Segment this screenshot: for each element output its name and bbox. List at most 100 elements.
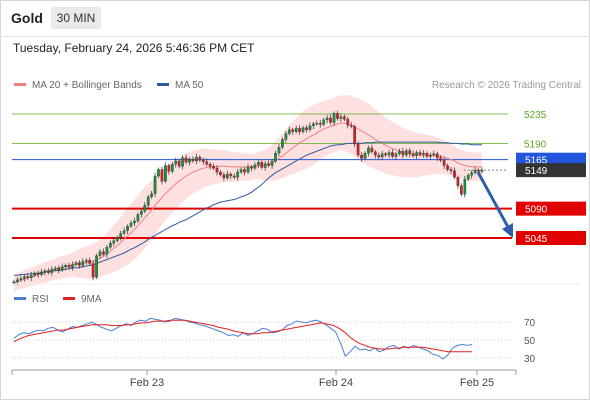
legend-rsi-label: RSI — [32, 294, 49, 305]
rsi-series-9MA — [13, 319, 472, 353]
candle-body — [253, 164, 257, 169]
candle-body — [119, 233, 123, 238]
level-tag-5090 — [516, 201, 586, 216]
level-tag-5149 — [516, 163, 586, 178]
candle-body — [243, 169, 246, 173]
timeframe-button[interactable]: 30 MIN — [51, 7, 101, 29]
candle-body — [177, 160, 181, 167]
candle-body — [411, 153, 415, 156]
candle-body — [164, 165, 167, 182]
level-label-5090: 5090 — [525, 205, 548, 216]
candle-body — [363, 153, 367, 159]
candle-body — [16, 279, 19, 282]
candle-body — [184, 157, 188, 163]
candle-body — [439, 157, 443, 161]
candle-body — [349, 124, 353, 127]
candle-body — [143, 205, 147, 212]
candle-body — [380, 153, 384, 158]
candle-body — [81, 261, 85, 266]
candle-body — [36, 273, 40, 275]
candle-body — [367, 147, 370, 154]
candle-body — [274, 153, 277, 162]
candle-body — [312, 123, 315, 126]
candle-body — [415, 152, 418, 156]
candle-body — [26, 276, 30, 278]
candle-body — [160, 169, 164, 182]
x-tick-label: Feb 25 — [460, 377, 494, 389]
candle-body — [284, 133, 288, 140]
candle-body — [236, 171, 240, 178]
candle-body — [153, 175, 157, 194]
level-label-5190: 5190 — [524, 139, 547, 150]
candle-body — [453, 170, 456, 178]
candle-body — [398, 151, 401, 154]
candle-body — [456, 177, 460, 186]
asset-title: Gold — [11, 10, 43, 26]
candle-body — [195, 156, 198, 162]
candle-body — [232, 175, 236, 178]
legend-ma20: MA 20 + Bollinger Bands — [14, 80, 142, 91]
candle-body — [136, 214, 140, 222]
candle-body — [394, 153, 398, 157]
candle-body — [22, 276, 26, 279]
chart-header: Gold 30 MIN — [0, 0, 590, 37]
candle-body — [473, 169, 477, 173]
candle-body — [322, 119, 326, 125]
legend-ma20-label: MA 20 + Bollinger Bands — [32, 80, 142, 91]
candle-body — [98, 251, 102, 256]
candle-body — [356, 143, 360, 156]
candle-body — [298, 128, 301, 132]
candle-body — [57, 267, 61, 271]
candle-body — [329, 117, 332, 123]
candle-body — [373, 151, 377, 156]
level-label-5149: 5149 — [525, 166, 548, 177]
legend-9ma: 9MA — [63, 294, 102, 305]
candle-body — [332, 113, 336, 123]
level-label-5165: 5165 — [525, 156, 548, 167]
candle-body — [133, 220, 136, 224]
candle-body — [435, 153, 439, 158]
candle-body — [33, 273, 36, 276]
candle-body — [370, 147, 374, 153]
candle-body — [201, 160, 205, 162]
candle-body — [205, 161, 209, 165]
candle-body — [112, 240, 116, 244]
candle-body — [294, 128, 298, 132]
candle-body — [391, 152, 394, 157]
candle-body — [139, 211, 143, 215]
candle-body — [263, 163, 267, 168]
candle-body — [29, 275, 33, 278]
candle-body — [126, 226, 129, 231]
chart-datetime: Tuesday, February 24, 2026 5:46:36 PM CE… — [13, 41, 255, 55]
candle-body — [40, 271, 43, 275]
candle-body — [122, 230, 126, 234]
candle-body — [170, 164, 174, 172]
candle-body — [226, 173, 229, 179]
candle-body — [346, 119, 350, 126]
candle-body — [291, 129, 295, 132]
rsi-tick-50: 50 — [524, 336, 536, 347]
candle-body — [256, 162, 260, 166]
candle-body — [260, 162, 264, 168]
candle-body — [339, 116, 343, 119]
candle-body — [343, 116, 346, 120]
candle-body — [401, 151, 405, 156]
candle-body — [463, 179, 467, 195]
candle-body — [404, 150, 408, 156]
candle-body — [95, 255, 98, 278]
x-tick-label: Feb 23 — [130, 377, 164, 389]
candle-body — [270, 160, 274, 166]
candle-body — [315, 122, 319, 125]
candle-body — [287, 129, 291, 134]
candle-body — [129, 222, 133, 227]
rsi-swatch-icon — [14, 296, 26, 300]
candle-body — [167, 165, 171, 172]
candle-body — [53, 267, 57, 270]
candle-body — [318, 122, 322, 125]
candle-body — [174, 160, 178, 165]
candle-body — [425, 153, 429, 157]
legend-rsi: RSI — [14, 294, 49, 305]
candle-body — [215, 168, 219, 173]
candle-body — [19, 278, 23, 280]
